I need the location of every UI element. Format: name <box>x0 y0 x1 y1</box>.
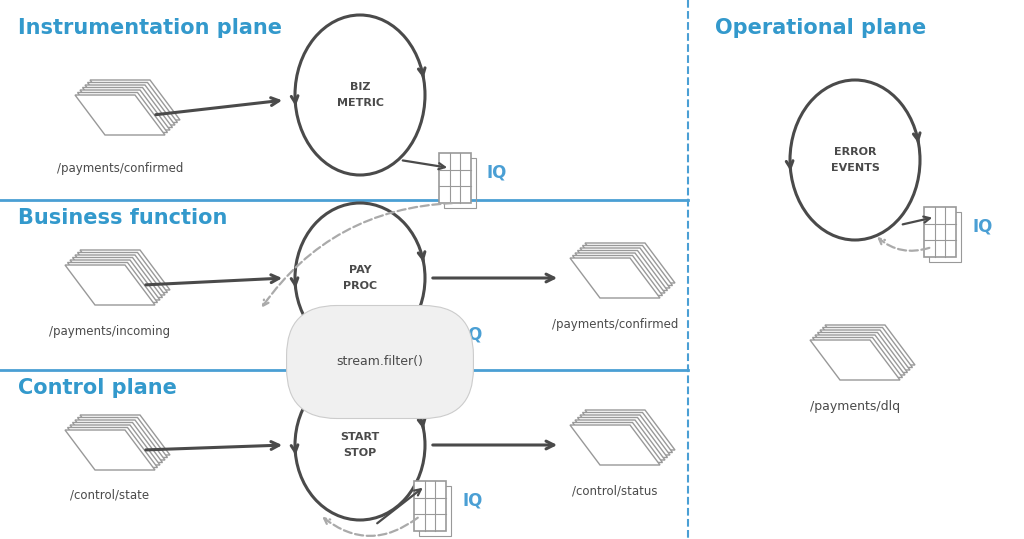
Polygon shape <box>580 248 670 288</box>
Polygon shape <box>65 430 155 470</box>
Text: IQ: IQ <box>487 164 507 182</box>
Polygon shape <box>578 418 668 458</box>
Polygon shape <box>85 85 175 125</box>
Polygon shape <box>578 251 668 291</box>
Polygon shape <box>75 255 165 295</box>
Bar <box>924 207 956 257</box>
Polygon shape <box>90 80 180 120</box>
Polygon shape <box>580 415 670 455</box>
Text: START: START <box>340 432 380 442</box>
Polygon shape <box>585 410 675 450</box>
Polygon shape <box>817 333 907 372</box>
Text: Instrumentation plane: Instrumentation plane <box>18 18 282 38</box>
Bar <box>414 315 446 365</box>
Text: IQ: IQ <box>972 218 992 236</box>
Polygon shape <box>73 423 163 462</box>
Text: /payments/incoming: /payments/incoming <box>49 325 171 338</box>
Polygon shape <box>572 255 663 295</box>
Text: /payments/confirmed: /payments/confirmed <box>56 162 183 175</box>
Polygon shape <box>583 412 673 453</box>
Polygon shape <box>820 330 910 370</box>
Polygon shape <box>87 82 177 122</box>
Polygon shape <box>822 328 912 368</box>
Polygon shape <box>570 425 660 465</box>
Polygon shape <box>80 250 170 290</box>
Polygon shape <box>75 420 165 460</box>
Text: PAY: PAY <box>349 265 372 275</box>
Bar <box>419 320 451 370</box>
Text: STOP: STOP <box>343 448 377 458</box>
Polygon shape <box>68 262 158 302</box>
Polygon shape <box>583 245 673 286</box>
Text: ERROR: ERROR <box>834 147 877 157</box>
Text: IQ: IQ <box>462 326 482 344</box>
Bar <box>419 486 451 536</box>
Polygon shape <box>75 95 165 135</box>
Text: IQ: IQ <box>462 492 482 510</box>
Text: PROC: PROC <box>343 281 377 291</box>
Polygon shape <box>585 243 675 283</box>
Text: METRIC: METRIC <box>337 98 384 108</box>
Text: Operational plane: Operational plane <box>715 18 927 38</box>
Polygon shape <box>70 425 160 465</box>
Polygon shape <box>83 87 172 128</box>
Polygon shape <box>73 258 163 298</box>
Bar <box>444 158 476 208</box>
Polygon shape <box>575 420 665 460</box>
Text: /control/state: /control/state <box>71 488 150 501</box>
Text: Business function: Business function <box>18 208 227 228</box>
Polygon shape <box>78 93 168 133</box>
Polygon shape <box>570 258 660 298</box>
Text: stream.filter(): stream.filter() <box>337 356 424 369</box>
Polygon shape <box>70 260 160 300</box>
Polygon shape <box>815 335 905 375</box>
Bar <box>414 481 446 531</box>
Bar <box>439 153 471 203</box>
Polygon shape <box>78 252 168 293</box>
Text: EVENTS: EVENTS <box>830 163 880 173</box>
Polygon shape <box>575 253 665 293</box>
Polygon shape <box>80 415 170 455</box>
Text: BIZ: BIZ <box>350 82 371 92</box>
Bar <box>929 212 961 262</box>
Polygon shape <box>812 337 902 377</box>
Text: Control plane: Control plane <box>18 378 177 398</box>
Polygon shape <box>810 340 900 380</box>
Polygon shape <box>825 325 915 365</box>
Text: /payments/dlq: /payments/dlq <box>810 400 900 413</box>
Polygon shape <box>65 265 155 305</box>
Polygon shape <box>572 423 663 462</box>
Text: /payments/confirmed: /payments/confirmed <box>552 318 678 331</box>
Polygon shape <box>68 427 158 467</box>
Text: /control/status: /control/status <box>572 484 657 497</box>
Polygon shape <box>80 90 170 130</box>
Polygon shape <box>78 418 168 458</box>
